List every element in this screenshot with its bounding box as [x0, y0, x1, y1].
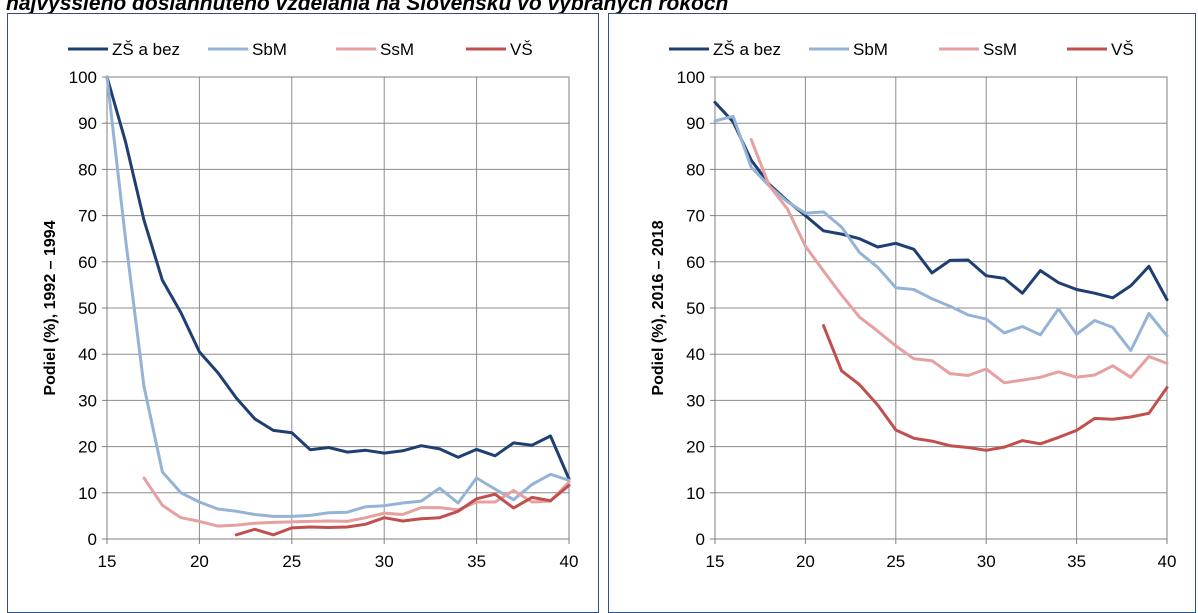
line-chart-1992-1994: 0 10 20 30 40 50 60 70 80 90 100 15 20 25 30 35 40 Podiel…: [42, 40, 579, 571]
y-tick-label: 60: [78, 253, 97, 272]
legend-label: SsM: [380, 40, 414, 59]
x-tick-label: 40: [1158, 552, 1177, 571]
y-tick-label: 70: [78, 207, 97, 226]
legend-label: ZŠ a bez: [713, 40, 781, 59]
y-tick-label: 80: [78, 160, 97, 179]
chart-panel-2016-2018: 0 10 20 30 40 50 60 70 80 90 100 15 20 25 30 35 40 Podiel…: [608, 13, 1196, 613]
x-tick-label: 25: [886, 552, 905, 571]
gridlines: [714, 76, 1168, 540]
y-tick-label: 100: [69, 68, 97, 87]
legend-label: VŠ: [1111, 40, 1134, 59]
series-line: [822, 324, 1169, 452]
x-tick-label: 25: [282, 552, 301, 571]
y-tick-label: 80: [686, 160, 705, 179]
legend: ZŠ a bez SbM SsM VŠ: [68, 40, 533, 59]
series-line: [749, 137, 1169, 385]
legend-label: ZŠ a bez: [112, 40, 180, 59]
y-tick-label: 90: [78, 114, 97, 133]
y-tick-label: 40: [686, 345, 705, 364]
x-tick-label: 40: [560, 552, 579, 571]
y-tick-label: 90: [686, 114, 705, 133]
y-tick-label: 30: [78, 391, 97, 410]
line-chart-2016-2018: 0 10 20 30 40 50 60 70 80 90 100 15 20 25 30 35 40 Podiel…: [650, 40, 1177, 571]
x-tick-label: 15: [98, 552, 117, 571]
chart-panel-1992-1994: 0 10 20 30 40 50 60 70 80 90 100 15 20 25 30 35 40 Podiel…: [7, 13, 599, 613]
x-tick-label: 15: [706, 552, 725, 571]
y-tick-label: 60: [686, 253, 705, 272]
legend: ZŠ a bez SbM SsM VŠ: [669, 40, 1134, 59]
series-line: [234, 483, 571, 537]
y-tick-label: 0: [696, 530, 705, 549]
series-line: [713, 114, 1169, 352]
gridlines: [106, 76, 570, 540]
series-line: [105, 75, 571, 518]
y-tick-label: 100: [677, 68, 705, 87]
series-line: [142, 476, 571, 528]
x-tick-label: 35: [467, 552, 486, 571]
y-tick-label: 20: [686, 438, 705, 457]
y-axis-label: Podiel (%), 2016 – 2018: [650, 220, 667, 395]
x-tick-label: 20: [190, 552, 209, 571]
x-tick-label: 20: [796, 552, 815, 571]
y-tick-label: 50: [686, 299, 705, 318]
y-tick-label: 10: [78, 484, 97, 503]
y-tick-label: 20: [78, 438, 97, 457]
y-tick-label: 40: [78, 345, 97, 364]
y-tick-label: 0: [88, 530, 97, 549]
chart-title: najvyššieho dosiahnutého vzdelania na Sl…: [6, 0, 729, 15]
y-axis-label: Podiel (%), 1992 – 1994: [42, 220, 59, 395]
legend-label: SbM: [252, 40, 287, 59]
x-tick-label: 35: [1067, 552, 1086, 571]
y-tick-label: 10: [686, 484, 705, 503]
y-tick-label: 30: [686, 391, 705, 410]
series-line: [105, 75, 571, 481]
legend-label: SbM: [853, 40, 888, 59]
y-tick-label: 50: [78, 299, 97, 318]
y-tick-label: 70: [686, 207, 705, 226]
x-tick-label: 30: [375, 552, 394, 571]
legend-label: VŠ: [510, 40, 533, 59]
x-tick-label: 30: [977, 552, 996, 571]
legend-label: SsM: [983, 40, 1017, 59]
